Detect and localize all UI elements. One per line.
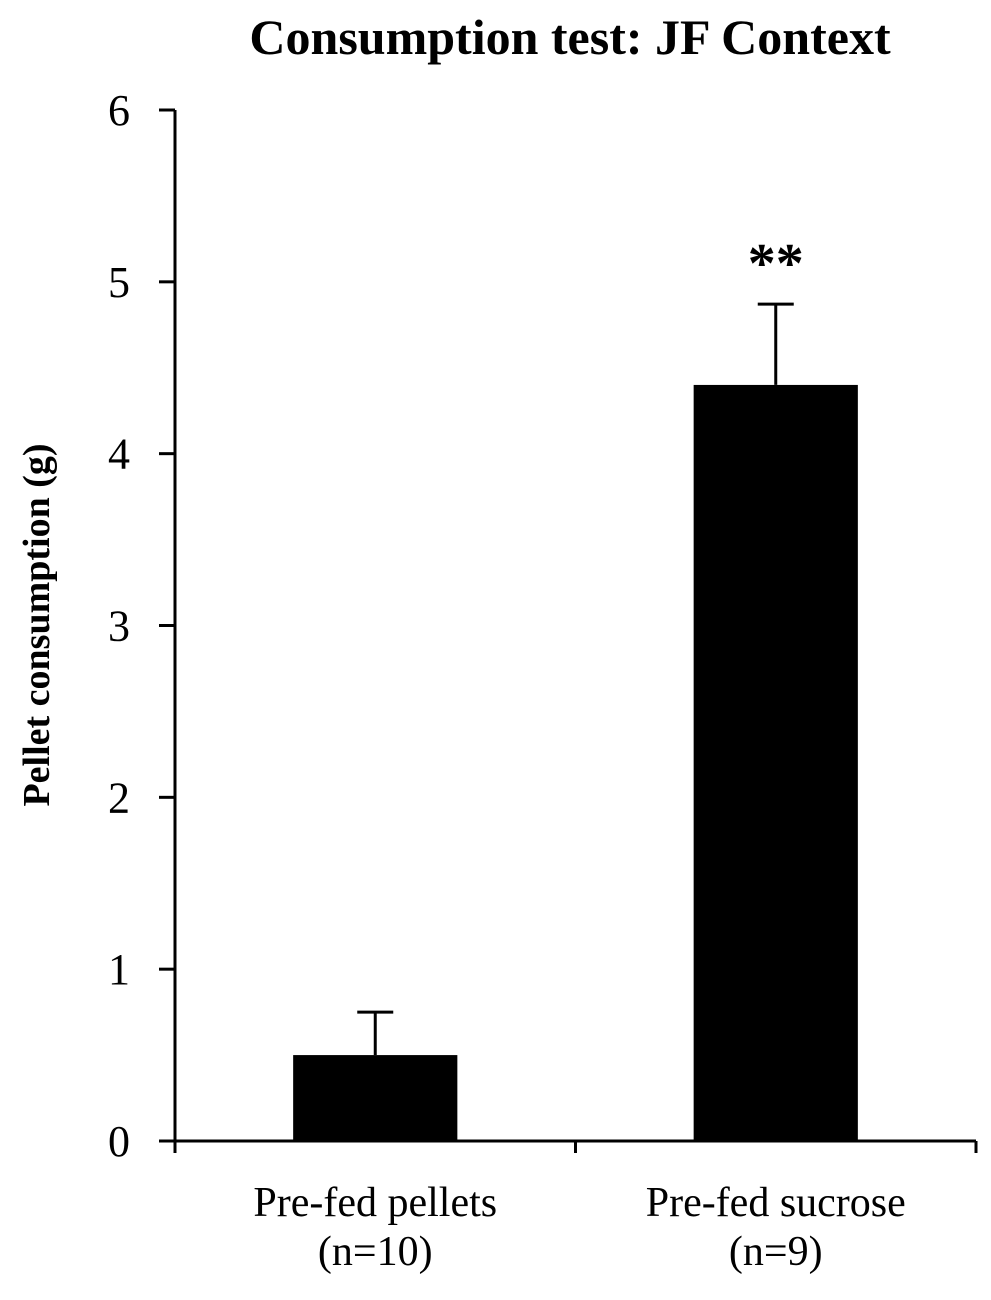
x-category-sample-size: (n=9) [729, 1229, 823, 1275]
x-axis-labels: Pre-fed pellets(n=10) Pre-fed sucrose(n=9… [253, 1180, 905, 1275]
x-axis-ticks [173, 1141, 978, 1153]
bar [693, 384, 858, 1141]
y-tick-label: 5 [108, 258, 130, 307]
y-tick-label: 6 [108, 86, 130, 135]
bars: ** [293, 233, 858, 1141]
y-axis-ticks: 0 1 2 3 4 5 6 [108, 86, 175, 1166]
bar [293, 1055, 458, 1141]
y-tick-label: 1 [108, 945, 130, 994]
x-category-sample-size: (n=10) [318, 1229, 433, 1275]
y-axis-label: Pellet consumption (g) [16, 443, 58, 806]
y-tick-label: 3 [108, 602, 130, 651]
x-category-label: Pre-fed pellets [253, 1180, 497, 1226]
x-category-label: Pre-fed sucrose [646, 1180, 906, 1226]
y-tick-label: 4 [108, 430, 130, 479]
y-tick-label: 2 [108, 773, 130, 822]
y-tick-label: 0 [108, 1117, 130, 1166]
significance-marker: ** [748, 233, 804, 295]
chart-title: Consumption test: JF Context [249, 9, 891, 65]
